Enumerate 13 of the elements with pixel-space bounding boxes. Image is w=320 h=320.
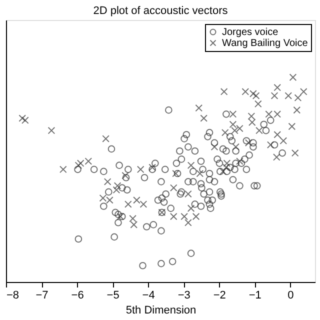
x-axis-title: 5th Dimension xyxy=(126,304,196,316)
x-tick-label: −2 xyxy=(213,290,226,302)
x-tick-label: −6 xyxy=(71,290,84,302)
chart-title: 2D plot of accoustic vectors xyxy=(93,5,228,17)
x-tick-label: −8 xyxy=(6,290,20,302)
x-tick-label: −7 xyxy=(36,290,48,302)
legend-label: Wang Bailing Voice xyxy=(222,38,308,49)
x-tick-label: −5 xyxy=(106,290,120,302)
x-tick-label: −3 xyxy=(178,290,190,302)
x-tick-label: 0 xyxy=(288,290,294,302)
x-tick-label: −4 xyxy=(142,290,155,302)
x-tick-label: −1 xyxy=(248,290,262,302)
legend-label: Jorges voice xyxy=(222,27,279,38)
